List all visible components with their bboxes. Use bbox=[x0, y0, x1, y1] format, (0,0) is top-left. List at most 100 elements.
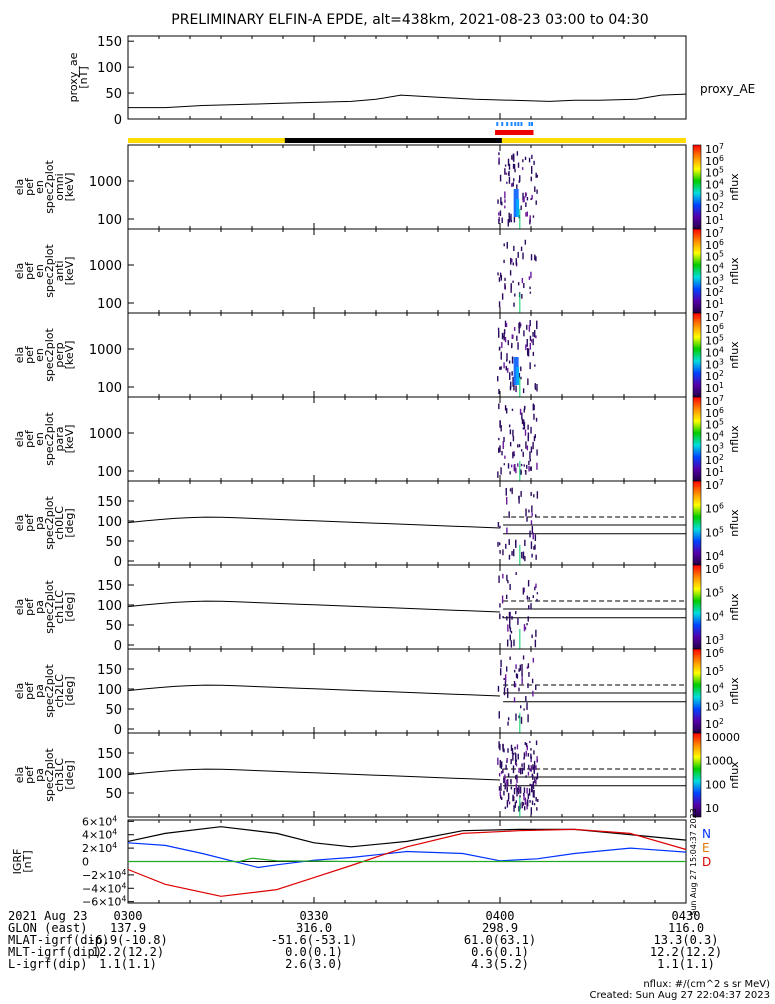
spec-data-pixel bbox=[523, 408, 525, 413]
pa-data-pixel bbox=[536, 777, 538, 780]
spec-data-pixel bbox=[526, 197, 529, 201]
data-marker bbox=[496, 122, 499, 126]
pa-data-pixel bbox=[524, 742, 527, 746]
spec-data-pixel bbox=[517, 444, 519, 448]
spec-data-pixel bbox=[534, 364, 536, 367]
pa-data-pixel bbox=[531, 800, 534, 805]
spec-data-pixel bbox=[500, 425, 502, 432]
pa-losscone-curve bbox=[127, 600, 501, 613]
flux-units-note: nflux: #/(cm^2 s sr MeV) bbox=[643, 979, 770, 990]
pa-data-pixel bbox=[535, 780, 537, 785]
data-marker bbox=[517, 122, 520, 126]
pa-data-pixel bbox=[498, 711, 500, 719]
spec-data-pixel bbox=[528, 465, 530, 472]
spec-data-pixel bbox=[529, 219, 531, 225]
spec-data-pixel bbox=[518, 326, 520, 334]
spec-data-pixel bbox=[525, 202, 527, 207]
spec-data-pixel bbox=[526, 211, 529, 217]
pa-data-pixel bbox=[536, 756, 538, 763]
pa-data-pixel bbox=[502, 768, 504, 774]
spec-data-pixel bbox=[500, 366, 502, 370]
spec-data-pixel bbox=[529, 215, 531, 223]
spec-data-pixel bbox=[520, 205, 522, 210]
ae-ytick-label: 50 bbox=[105, 87, 122, 102]
pa-data-pixel bbox=[498, 772, 501, 777]
spec-data-pixel bbox=[529, 451, 531, 460]
spec-data-pixel bbox=[527, 378, 529, 386]
pa-data-pixel bbox=[514, 802, 517, 808]
pa-data-pixel bbox=[509, 611, 511, 617]
spec-ytick-label: 100 bbox=[97, 213, 122, 228]
spec-data-pixel bbox=[536, 189, 538, 194]
pa-data-pixel bbox=[532, 532, 534, 540]
pa-data-pixel bbox=[526, 799, 529, 807]
spec-data-pixel bbox=[504, 191, 506, 199]
spec-ylabel-line: en bbox=[33, 180, 46, 194]
spec-data-pixel bbox=[498, 162, 500, 165]
pa-data-pixel bbox=[510, 744, 513, 751]
spec-data-pixel bbox=[507, 340, 510, 346]
pa-data-pixel bbox=[518, 767, 520, 774]
pa-data-pixel bbox=[529, 783, 531, 786]
pa-data-pixel bbox=[519, 767, 522, 775]
spec-ylabel-line: ela bbox=[13, 431, 26, 448]
pa-data-pixel bbox=[499, 668, 502, 676]
spec-ytick-label: 100 bbox=[97, 381, 122, 396]
spec-data-pixel bbox=[531, 166, 533, 174]
spec-data-pixel bbox=[511, 183, 513, 187]
pa-data-pixel bbox=[535, 796, 537, 802]
spec-ytick-label: 1000 bbox=[89, 259, 122, 274]
pa-data-pixel bbox=[529, 800, 531, 803]
pa-data-pixel bbox=[523, 752, 526, 759]
pa-data-pixel bbox=[518, 785, 520, 791]
pa-colorbar-tick: 104 bbox=[705, 549, 724, 563]
pa-data-pixel bbox=[524, 539, 526, 547]
spec-data-pixel bbox=[520, 463, 523, 467]
pa-ylabel-line: ch3LC bbox=[53, 758, 66, 792]
spec-data-pixel bbox=[513, 164, 516, 170]
pa-ytick-label: 100 bbox=[97, 767, 122, 782]
pa-data-pixel bbox=[517, 753, 519, 760]
pa-data-pixel bbox=[516, 788, 518, 797]
spec-data-pixel bbox=[502, 441, 504, 449]
spec-data-pixel bbox=[522, 427, 525, 430]
pa-data bbox=[497, 487, 539, 565]
spec-data-pixel bbox=[511, 334, 513, 340]
pa-data-pixel bbox=[497, 757, 499, 766]
pa-data-pixel bbox=[530, 491, 532, 497]
spec-ylabel-line: perp bbox=[53, 342, 66, 367]
spec-data-pixel bbox=[512, 451, 514, 459]
pa-data-pixel bbox=[527, 663, 530, 669]
ephemeris-value: 298.9 bbox=[482, 921, 518, 935]
data-marker bbox=[506, 122, 509, 126]
spec-data-pixel bbox=[508, 176, 511, 184]
spec-data-pixel bbox=[529, 362, 531, 370]
pa-data-pixel bbox=[531, 678, 534, 684]
pa-panel-frame bbox=[127, 480, 687, 566]
pa-data-pixel bbox=[500, 794, 502, 799]
spec-data-pixel bbox=[497, 272, 499, 276]
spec-data-pixel bbox=[504, 405, 507, 411]
pa-data-pixel bbox=[519, 786, 522, 794]
pa-data-pixel bbox=[511, 747, 514, 755]
pa-data-pixel bbox=[518, 687, 520, 692]
spec-data-pixel bbox=[525, 470, 527, 475]
pa-data-pixel bbox=[530, 759, 532, 763]
spec-data-pixel bbox=[505, 322, 508, 327]
pa-data-pixel bbox=[525, 508, 527, 517]
pa-data-pixel bbox=[535, 740, 538, 746]
pa-data-pixel bbox=[508, 554, 511, 560]
pa-data-pixel bbox=[521, 667, 523, 675]
pa-data-pixel bbox=[507, 717, 510, 721]
igrf-series-d bbox=[127, 828, 687, 897]
pa-data-pixel bbox=[530, 520, 533, 525]
spec-data bbox=[497, 320, 538, 397]
spec-colorbar-tick: 101 bbox=[705, 381, 724, 395]
pa-data-pixel bbox=[527, 714, 529, 723]
pa-data-pixel bbox=[525, 775, 527, 778]
spec-data-pixel bbox=[510, 219, 513, 223]
spec-data-pixel bbox=[508, 163, 511, 170]
spec-data-pixel bbox=[506, 242, 508, 249]
